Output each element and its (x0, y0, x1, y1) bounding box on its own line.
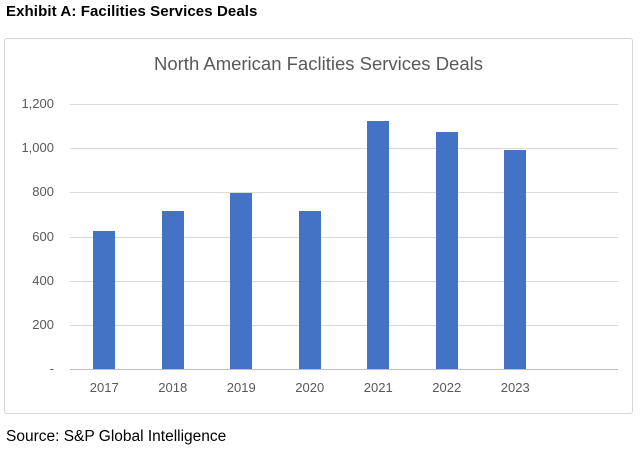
gridline (70, 324, 618, 326)
bar-2020 (298, 211, 321, 369)
exhibit-heading: Exhibit A: Facilities Services Deals (6, 3, 258, 20)
y-tick-label: 200 (32, 316, 54, 332)
bar-2022 (435, 131, 458, 369)
chart-title: North American Faclities Services Deals (154, 53, 483, 74)
bar-2023 (504, 150, 527, 369)
gridline (70, 236, 618, 238)
x-tick-label: 2022 (432, 380, 462, 395)
chart-container: North American Faclities Services Deals … (4, 38, 633, 414)
bar-2019 (230, 193, 253, 369)
x-tick-label: 2018 (158, 380, 188, 395)
bar-2018 (161, 211, 184, 369)
gridline (70, 104, 618, 105)
y-tick-label: 600 (32, 228, 54, 244)
x-tick-label: 2020 (295, 380, 325, 395)
y-tick-label: - (49, 361, 54, 376)
y-tick-label: 800 (32, 184, 54, 200)
y-tick-label: 1,000 (21, 140, 54, 156)
plot-area: - 200 400 600 800 1,000 1,200 2017 2018 2019 2020 2… (5, 39, 632, 413)
gridline (70, 148, 618, 150)
y-tick-label: 1,200 (21, 96, 54, 111)
gridline (70, 280, 618, 282)
x-axis-line (70, 369, 618, 370)
x-tick-label: 2019 (226, 380, 256, 395)
source-note: Source: S&P Global Intelligence (6, 428, 227, 445)
gridline (70, 192, 618, 194)
bar-2017 (93, 230, 116, 369)
x-tick-label: 2023 (500, 380, 530, 395)
bar-2021 (367, 120, 390, 369)
y-tick-label: 400 (32, 272, 54, 288)
x-tick-label: 2017 (89, 380, 119, 395)
x-tick-label: 2021 (363, 380, 393, 395)
